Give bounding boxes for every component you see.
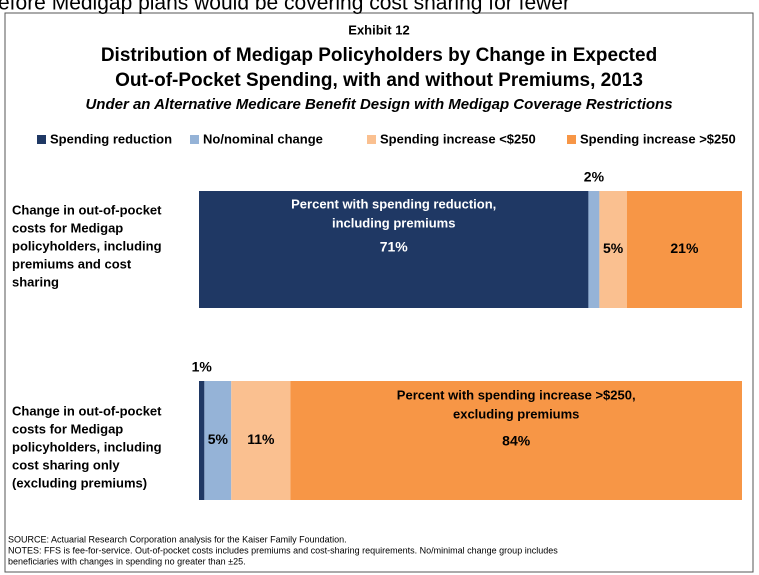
category-label: cost sharing only — [12, 457, 120, 472]
value-label: 5% — [603, 240, 624, 256]
chart-title: Distribution of Medigap Policyholders by… — [101, 45, 657, 66]
subtitle: Under an Alternative Medicare Benefit De… — [85, 96, 672, 113]
exhibit: Exhibit 12 — [348, 22, 409, 37]
bar-segment — [626, 191, 742, 308]
bar-segment — [588, 191, 600, 308]
annotation: Percent with spending reduction, — [291, 196, 496, 211]
category-label: premiums and cost — [12, 256, 132, 271]
bar-segment — [199, 381, 205, 500]
legend-label: No/nominal change — [203, 131, 323, 146]
category-label: Change in out-of-pocket — [12, 403, 162, 418]
value-label: 11% — [247, 431, 275, 447]
category-label: policyholders, including — [12, 439, 162, 454]
value-label: 84% — [502, 433, 531, 449]
category-label: (excluding premiums) — [12, 475, 147, 490]
legend-swatch — [37, 135, 46, 144]
category-label: sharing — [12, 274, 59, 289]
note: SOURCE: Actuarial Research Corporation a… — [8, 534, 347, 544]
annotation: Percent with spending increase >$250, — [397, 387, 636, 402]
cut-off-text: efore Medigap plans would be covering co… — [0, 0, 570, 15]
category-label: Change in out-of-pocket — [12, 202, 162, 217]
legend-swatch — [190, 135, 199, 144]
annotation: excluding premiums — [453, 406, 579, 421]
category-label: costs for Medigap — [12, 220, 123, 235]
bar-segment — [599, 191, 627, 308]
bar-segment — [204, 381, 232, 500]
note: beneficiaries with changes in spending n… — [8, 556, 246, 566]
chart-title: Out-of-Pocket Spending, with and without… — [115, 70, 643, 91]
value-label: 71% — [380, 239, 409, 255]
legend-label: Spending reduction — [50, 131, 172, 146]
legend-swatch — [567, 135, 576, 144]
legend-label: Spending increase <$250 — [380, 131, 536, 146]
value-label: 5% — [208, 431, 229, 447]
bar-segment — [231, 381, 291, 500]
value-label: 2% — [584, 169, 605, 185]
bar-segment — [199, 191, 589, 308]
value-label: 1% — [192, 359, 213, 375]
note: NOTES: FFS is fee-for-service. Out-of-po… — [8, 545, 558, 555]
annotation: including premiums — [332, 215, 456, 230]
category-label: costs for Medigap — [12, 421, 123, 436]
bar-segment — [290, 381, 742, 500]
category-label: policyholders, including — [12, 238, 162, 253]
legend-label: Spending increase >$250 — [580, 131, 736, 146]
legend-swatch — [367, 135, 376, 144]
value-label: 21% — [670, 240, 699, 256]
